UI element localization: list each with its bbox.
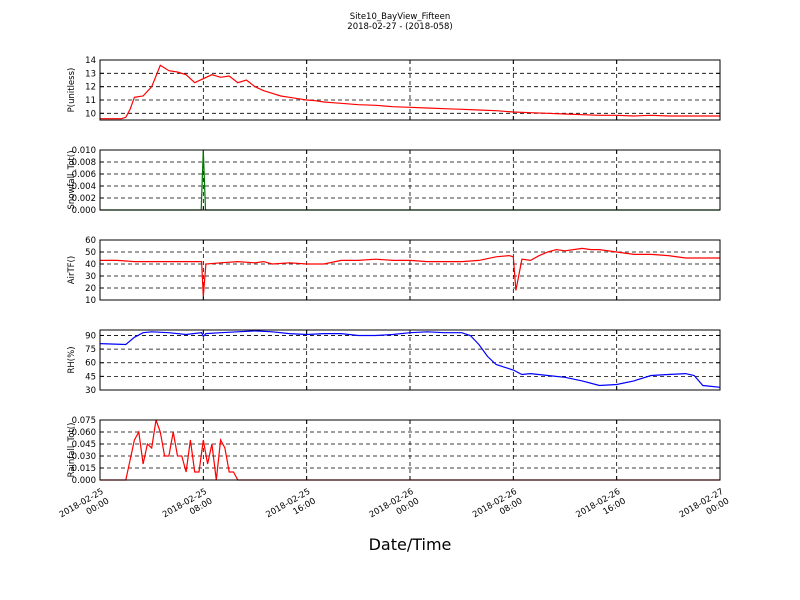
y-tick-label: 75 [85, 345, 96, 355]
y-tick-label: 0.010 [72, 146, 96, 156]
y-tick-label: 45 [85, 372, 96, 382]
y-tick-label: 11 [85, 96, 96, 106]
y-tick-label: 0.006 [72, 170, 96, 180]
y-tick-label: 0.045 [72, 440, 96, 450]
panel-5: 0.000 0.015 0.030 0.045 0.060 0.075Rainfall_T… [67, 416, 721, 486]
y-axis-label: RH(%) [67, 346, 77, 373]
series-line [100, 247, 720, 297]
plot-frame [99, 419, 721, 481]
figure-title-line2: 2018-02-27 - (2018-058) [347, 22, 452, 32]
series-line [100, 419, 720, 481]
chart-panels: 1011121314P(unitless)0.0000.0020.0040.00… [67, 56, 721, 486]
y-tick-label: 10 [85, 109, 96, 119]
y-axis-label: AirTF() [67, 256, 77, 284]
y-tick-label: 14 [85, 56, 96, 66]
y-tick-label: 0.000 [72, 476, 96, 486]
y-tick-label: 90 [85, 331, 96, 341]
plot-frame [99, 59, 721, 121]
panel-3: 10 20 30 40 50 60 AirTF() [67, 236, 721, 306]
y-tick-label: 30 [85, 386, 96, 396]
series-line [100, 64, 720, 120]
series-line [99, 330, 721, 388]
y-tick-label: 10 [85, 296, 96, 306]
y-tick-label: 0.015 [72, 464, 96, 474]
y-tick-label: 0.075 [72, 416, 96, 426]
panel-1: 10 11 12 13 14 P(unitless) [67, 56, 721, 121]
y-axis-label: P(unitless) [67, 68, 77, 113]
figure-title-line1: Site10_BayView_Fifteen [350, 12, 451, 22]
y-tick-label: 60 [85, 236, 96, 246]
plot-frame [99, 329, 721, 391]
plot-frame [99, 149, 721, 211]
x-axis-label: Date/Time [369, 535, 452, 554]
y-tick-label: 60 [85, 359, 96, 369]
y-axis-label: Rainfall_Tot() [67, 423, 77, 478]
y-tick-label: 20 [85, 284, 96, 294]
y-tick-label: 0.008 [72, 158, 96, 168]
panel-2: 0.000 0.002 0.004 0.006 0.008 0.010Snowfall_T… [67, 146, 721, 216]
y-tick-label: 12 [85, 83, 96, 93]
y-tick-label: 0.060 [72, 428, 96, 438]
y-tick-label: 0.004 [72, 182, 96, 192]
plot-frame [99, 239, 721, 301]
panel-4: 30 45 60 75 90 RH(%) [67, 329, 721, 396]
y-axis-label: Snowfall_Tot() [67, 150, 77, 209]
y-tick-label: 0.002 [72, 194, 96, 204]
y-tick-label: 30 [85, 272, 96, 282]
y-tick-label: 13 [85, 69, 96, 79]
y-tick-label: 40 [85, 260, 96, 270]
y-tick-label: 50 [85, 248, 96, 258]
y-tick-label: 0.030 [72, 452, 96, 462]
y-tick-label: 0.000 [72, 206, 96, 216]
